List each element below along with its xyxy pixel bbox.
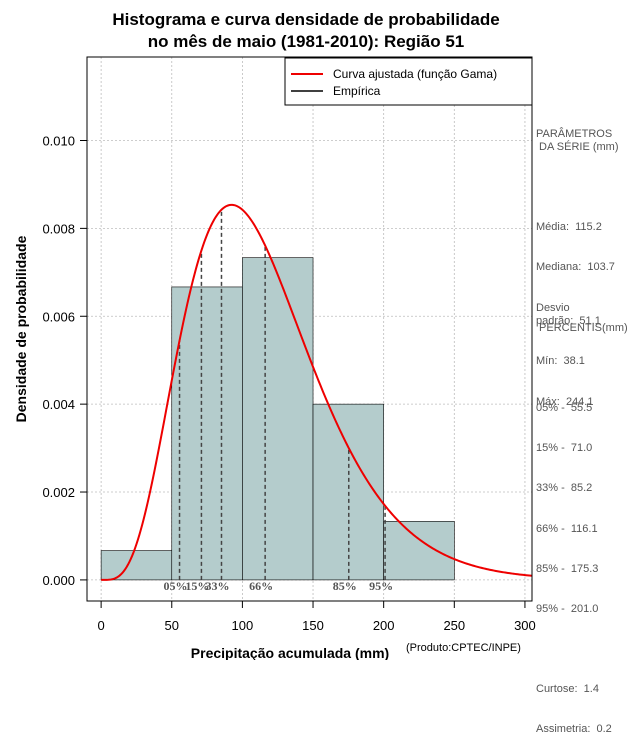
x-axis: 0 50 100 150 200 250 300 [98, 600, 536, 633]
percentile-label: 85% [333, 579, 357, 593]
series-parameters-panel: PARÂMETROS DA SÉRIE (mm) Média: 115.2 Me… [536, 101, 619, 422]
x-tick-label: 150 [302, 618, 324, 633]
x-tick-label: 50 [165, 618, 179, 633]
x-axis-label: Precipitação acumulada (mm) [191, 645, 389, 660]
param-mediana: Mediana: 103.7 [536, 261, 615, 274]
percentil-row: 66% - 116.1 [536, 522, 598, 535]
percentile-markers: 05%15%33% 66% 85% 95% [164, 209, 393, 593]
param-max: Máx: 244.1 [536, 395, 594, 408]
histogram-bar [171, 286, 243, 581]
param-assimetria: Assimetria: 0.2 [536, 723, 612, 736]
y-tick-label: 0.006 [42, 309, 75, 324]
y-axis: 0.000 0.002 0.004 0.006 0.008 0.010 [42, 133, 88, 588]
x-tick-label: 300 [514, 618, 536, 633]
param-media: Média: 115.2 [536, 221, 602, 234]
chart-title-line1: Histograma e curva densidade de probabil… [112, 10, 499, 29]
param-min: Mín: 38.1 [536, 355, 585, 368]
x-tick-label: 0 [98, 618, 105, 633]
percentiles-panel: PERCENTIS(mm) 05% - 55.5 15% - 71.0 33% … [536, 295, 628, 750]
y-axis-label: Densidade de probabilidade [13, 235, 29, 422]
percentil-row: 85% - 175.3 [536, 562, 599, 575]
x-tick-label: 250 [443, 618, 465, 633]
y-tick-label: 0.000 [42, 573, 75, 588]
histogram-bar [100, 550, 173, 581]
percentile-label: 95% [369, 579, 393, 593]
percentil-row: 33% - 85.2 [536, 482, 593, 495]
y-tick-label: 0.008 [42, 221, 75, 236]
param-desvio: Desvio padrão: 51.1 [536, 301, 601, 328]
percentil-row: 05% - 55.5 [536, 401, 593, 414]
percentile-label: 33% [205, 579, 229, 593]
histogram-chart: Histograma e curva densidade de probabil… [13, 10, 536, 660]
params-title: PARÂMETROS DA SÉRIE (mm) [536, 127, 619, 154]
histogram-bar [242, 257, 314, 581]
chart-title-line2: no mês de maio (1981-2010): Região 51 [148, 32, 465, 51]
percentis-title: PERCENTIS(mm) [536, 321, 628, 334]
legend-label-empirical: Empírica [333, 84, 381, 98]
histogram-bars [100, 257, 455, 581]
x-tick-label: 100 [232, 618, 254, 633]
gamma-curve [101, 203, 533, 581]
percentil-row: 15% - 71.0 [536, 442, 593, 455]
y-tick-label: 0.002 [42, 485, 75, 500]
y-tick-label: 0.004 [42, 397, 75, 412]
credit-text: (Produto:CPTEC/INPE) [406, 642, 521, 654]
percentile-label: 05% [164, 579, 188, 593]
percentile-label: 66% [249, 579, 273, 593]
legend-box [284, 57, 533, 106]
legend-label-curve: Curva ajustada (função Gama) [333, 67, 497, 81]
legend: Curva ajustada (função Gama) Empírica [284, 57, 533, 106]
y-tick-label: 0.010 [42, 133, 75, 148]
histogram-bar [383, 521, 455, 581]
percentile-label: 15% [185, 579, 209, 593]
x-tick-label: 200 [373, 618, 395, 633]
param-curtose: Curtose: 1.4 [536, 682, 599, 695]
percentil-row: 95% - 201.0 [536, 602, 599, 615]
